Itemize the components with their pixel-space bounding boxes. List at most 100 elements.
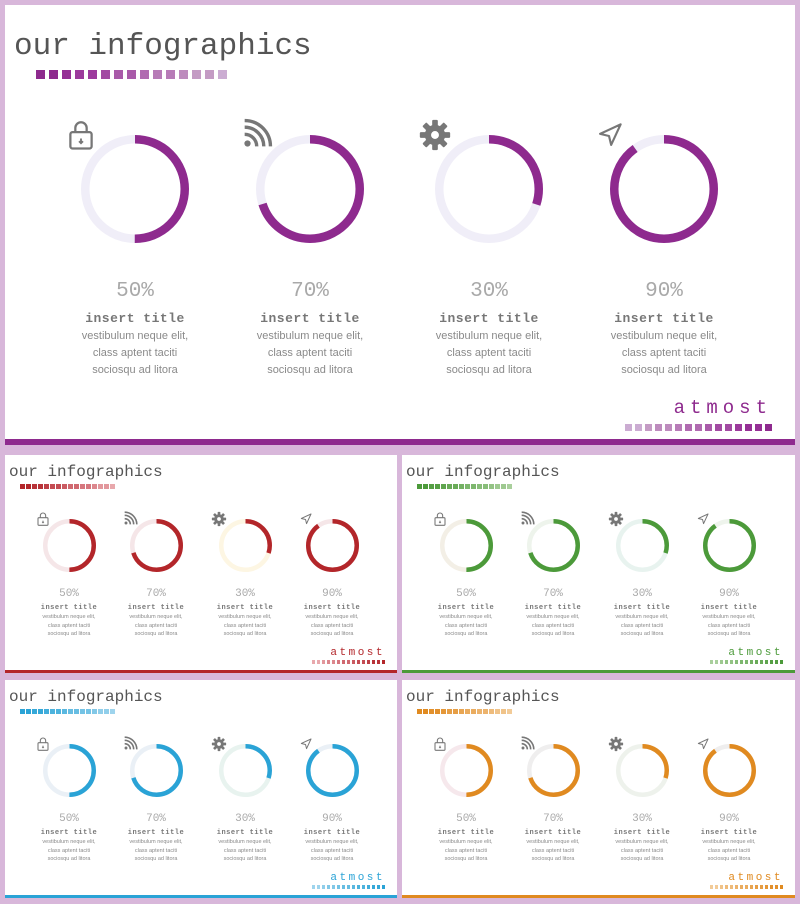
- progress-ring-fill: [129, 519, 183, 572]
- item-description-line: sociosqu ad litora: [621, 364, 707, 376]
- brand-accent-square: [356, 885, 360, 889]
- progress-ring: [615, 744, 669, 797]
- item-description-line: vestibulum neque elit,: [81, 330, 189, 342]
- title-accent-square: [453, 484, 458, 489]
- rss-icon: [124, 511, 138, 525]
- title-accent-square: [489, 709, 494, 714]
- progress-ring-container: [36, 737, 96, 797]
- brand-accent-square: [635, 424, 642, 431]
- item-description-line: vestibulum neque elit,: [218, 614, 272, 620]
- brand-accent-square: [729, 660, 733, 664]
- item-description-line: sociosqu ad litora: [267, 364, 353, 376]
- brand-accent-square: [705, 424, 712, 431]
- brand-accent-square: [625, 424, 632, 431]
- title-accent-square: [62, 484, 67, 489]
- progress-ring-container: [69, 121, 189, 243]
- brand-accent-square: [749, 660, 753, 664]
- progress-ring: [439, 744, 493, 797]
- progress-ring-fill: [526, 519, 580, 572]
- title-accent-squares: [20, 484, 115, 489]
- item-description-line: sociosqu ad litora: [444, 631, 488, 637]
- percent-value: 30%: [632, 588, 652, 600]
- progress-ring-fill: [42, 744, 96, 797]
- brand-accent-squares: [709, 660, 783, 664]
- item-description-line: sociosqu ad litora: [223, 631, 267, 637]
- item-description-line: vestibulum neque elit,: [526, 839, 580, 845]
- title-accent-square: [441, 709, 446, 714]
- item-description-line: vestibulum neque elit,: [42, 839, 96, 845]
- item-description-line: vestibulum neque elit,: [218, 839, 272, 845]
- title-accent-square: [153, 70, 162, 79]
- item-title: insert title: [524, 829, 582, 837]
- title-accent-square: [441, 484, 446, 489]
- item-title: insert title: [127, 829, 185, 837]
- title-accent-square: [423, 709, 428, 714]
- slide-title: our infographics: [14, 29, 312, 64]
- brand-accent-square: [675, 424, 682, 431]
- lock-icon: [36, 737, 49, 751]
- title-accent-square: [68, 709, 73, 714]
- progress-ring: [256, 135, 364, 243]
- progress-ring-container: [36, 512, 96, 572]
- title-accent-squares: [20, 709, 115, 714]
- title-accent-square: [62, 70, 71, 79]
- percent-value: 70%: [543, 588, 563, 600]
- brand-accent-square: [655, 424, 662, 431]
- progress-ring: [218, 519, 272, 572]
- brand-accent-square: [779, 885, 783, 889]
- infographic-item: 90% insert title vestibulum neque elit, cla…: [680, 513, 778, 639]
- slide-large: our infographics 50% insert title vestibulu…: [5, 5, 795, 445]
- item-description-line: vestibulum neque elit,: [305, 614, 359, 620]
- brand-logo-text: atmost: [728, 872, 783, 884]
- title-accent-square: [429, 484, 434, 489]
- item-description-line: sociosqu ad litora: [446, 364, 532, 376]
- title-accent-square: [447, 709, 452, 714]
- progress-ring-fill: [435, 135, 543, 243]
- item-description-line: vestibulum neque elit,: [439, 839, 493, 845]
- progress-ring-container: [211, 511, 272, 572]
- progress-ring: [305, 519, 359, 572]
- percent-value: 90%: [322, 813, 342, 825]
- item-description-line: class aptent taciti: [621, 347, 707, 359]
- percent-value: 50%: [59, 588, 79, 600]
- brand-accent-square: [734, 885, 738, 889]
- brand-accent-square: [754, 885, 758, 889]
- brand-accent-square: [311, 660, 315, 664]
- brand-logo-text: atmost: [728, 647, 783, 659]
- brand-accent-square: [745, 424, 752, 431]
- item-description-line: class aptent taciti: [223, 622, 267, 629]
- brand-accent-square: [769, 660, 773, 664]
- infographic-item: 30% insert title vestibulum neque elit, cla…: [593, 511, 691, 639]
- infographic-item: 30% insert title vestibulum neque elit, cla…: [593, 736, 691, 864]
- brand-accent-square: [341, 660, 345, 664]
- title-accent-square: [74, 709, 79, 714]
- title-accent-square: [423, 484, 428, 489]
- rss-icon: [521, 736, 535, 750]
- title-accent-square: [26, 709, 31, 714]
- progress-ring-container: [124, 736, 183, 797]
- gear-icon: [211, 511, 226, 527]
- brand-accent-square: [759, 660, 763, 664]
- title-accent-square: [140, 70, 149, 79]
- rss-icon: [521, 511, 535, 525]
- percent-value: 30%: [632, 813, 652, 825]
- progress-ring: [218, 744, 272, 797]
- percent-value: 70%: [146, 813, 166, 825]
- gear-icon: [608, 736, 623, 752]
- brand-accent-square: [729, 885, 733, 889]
- item-description-line: vestibulum neque elit,: [610, 330, 718, 342]
- brand-accent-square: [645, 424, 652, 431]
- item-description-line: sociosqu ad litora: [707, 631, 751, 637]
- item-description-line: class aptent taciti: [444, 847, 488, 854]
- progress-ring-container: [608, 736, 669, 797]
- title-accent-square: [32, 709, 37, 714]
- brand-accent-square: [376, 660, 380, 664]
- title-accent-square: [92, 484, 97, 489]
- title-accent-square: [429, 709, 434, 714]
- infographic-item: 50% insert title vestibulum neque elit, cla…: [417, 737, 515, 864]
- brand-accent-squares: [625, 424, 772, 431]
- title-accent-square: [104, 709, 109, 714]
- brand-accent-square: [759, 885, 763, 889]
- title-accent-square: [127, 70, 136, 79]
- percent-value: 90%: [719, 588, 739, 600]
